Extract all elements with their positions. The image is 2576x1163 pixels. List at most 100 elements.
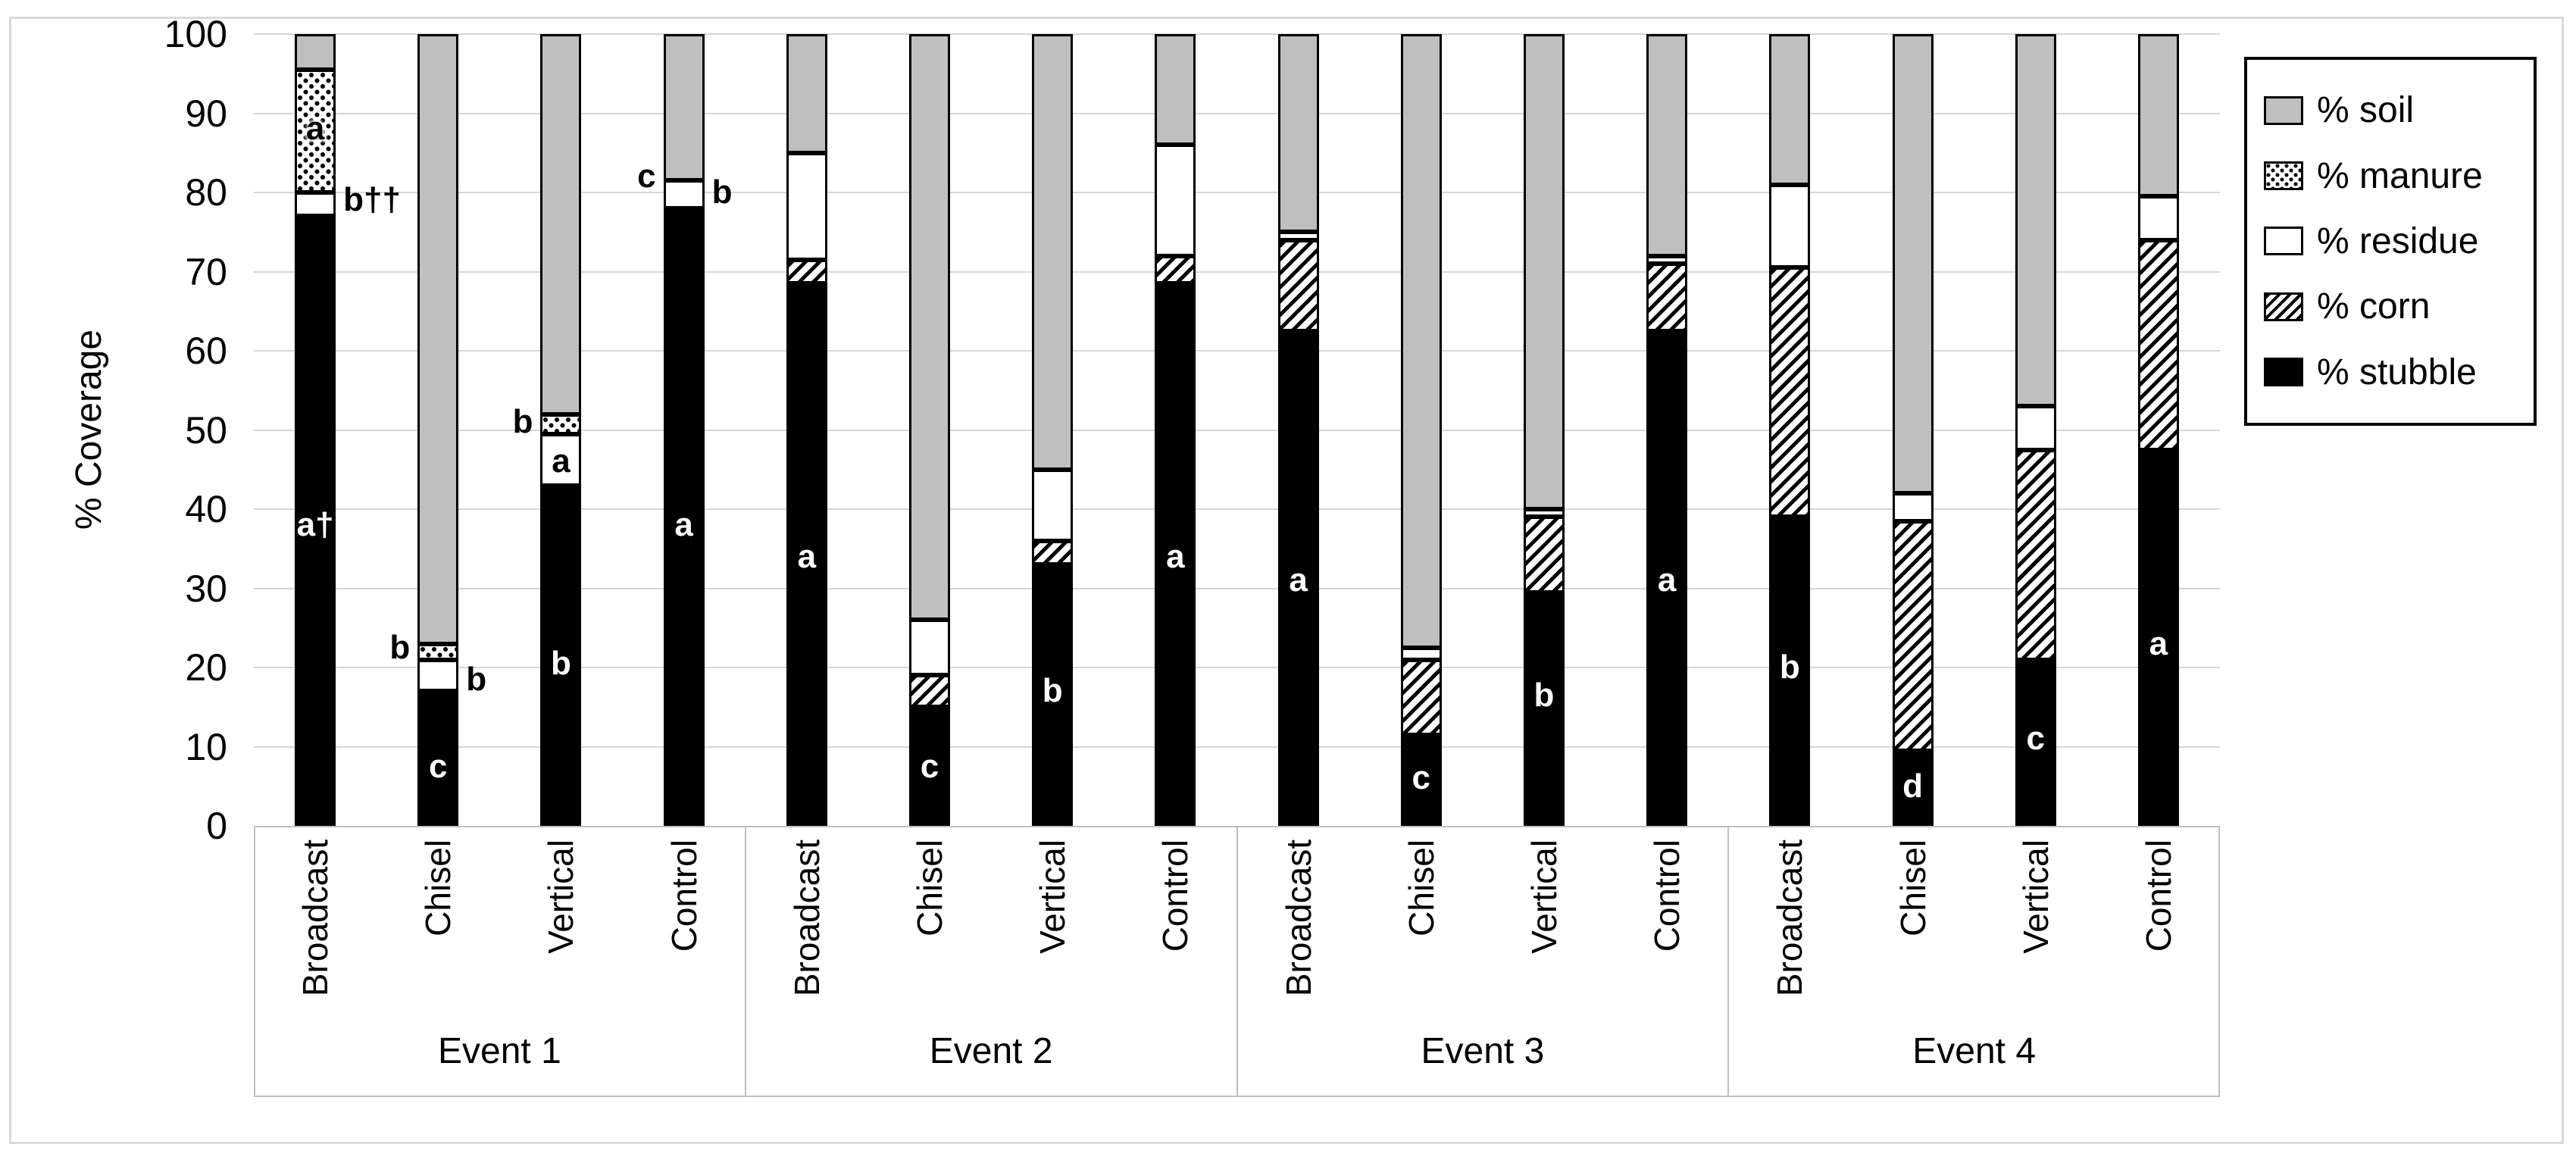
y-gridline (254, 746, 2220, 748)
y-gridline (254, 587, 2220, 589)
y-tick-label: 10 (185, 725, 227, 768)
bar-segment-corn (1155, 255, 1196, 284)
bar-segment-corn (1032, 540, 1074, 565)
legend-item-soil: % soil (2264, 89, 2523, 131)
y-tick-label: 30 (185, 567, 227, 610)
event-group-label: Event 2 (929, 1031, 1053, 1071)
bar-segment-stubble (417, 691, 459, 826)
category-label: Control (664, 839, 704, 952)
bar-segment-corn (2137, 239, 2179, 450)
y-gridline (254, 112, 2220, 114)
bar-segment-manure (540, 414, 582, 434)
bar-segment-soil (1400, 34, 1442, 648)
category-label: Chisel (1401, 839, 1441, 936)
bar-segment-stubble (295, 216, 336, 826)
stat-letter: a (674, 505, 693, 543)
y-gridline (254, 270, 2220, 273)
stat-letter: a (1657, 561, 1677, 599)
group-separator (1236, 826, 1238, 1097)
bar-segment-soil (909, 34, 951, 621)
legend-item-stubble: % stubble (2264, 352, 2523, 393)
stat-letter: c (920, 747, 939, 785)
stat-letter: b (711, 174, 733, 211)
category-label: Control (1155, 839, 1196, 952)
event-group-label: Event 4 (1912, 1031, 2037, 1071)
category-label: Vertical (541, 839, 581, 954)
bar-segment-residue (1523, 509, 1565, 517)
figure-border (9, 17, 2564, 1144)
group-separator (1727, 826, 1730, 1097)
stat-letter: c (2026, 720, 2045, 758)
bar-segment-soil (540, 34, 582, 414)
bar-segment-stubble (1769, 517, 1811, 826)
stat-letter: a† (296, 505, 334, 543)
y-tick-label: 40 (185, 488, 227, 530)
stat-letter: d (1902, 767, 1923, 805)
y-tick-label: 90 (185, 92, 227, 135)
bar-segment-residue (663, 180, 705, 208)
bar-segment-residue (2137, 196, 2179, 240)
bar-segment-soil (1892, 34, 1934, 494)
bar-segment-corn (786, 259, 827, 284)
category-label: Broadcast (1278, 839, 1318, 997)
event-group-label: Event 1 (437, 1031, 561, 1071)
legend-label-soil: % soil (2317, 90, 2415, 131)
stat-letter: b (1779, 649, 1800, 686)
legend-swatch-manure (2264, 161, 2303, 191)
bar-segment-stubble (2137, 449, 2179, 826)
legend-swatch-residue (2264, 227, 2303, 256)
stat-letter: c (1411, 759, 1431, 797)
bar-segment-soil (1277, 34, 1319, 233)
stat-letter: b (551, 644, 571, 682)
legend: % soil % manure % residue % corn % stubb… (2244, 57, 2537, 426)
category-label: Control (1647, 839, 1687, 952)
legend-item-manure: % manure (2264, 155, 2523, 197)
legend-swatch-stubble (2264, 358, 2303, 387)
y-tick-label: 80 (185, 171, 227, 214)
bar-segment-residue (540, 433, 582, 486)
bar-segment-residue (1155, 145, 1196, 256)
bar-segment-residue (1032, 469, 1074, 541)
y-tick-label: 0 (206, 805, 227, 847)
y-gridline (254, 508, 2220, 510)
legend-swatch-soil (2264, 95, 2303, 125)
bar-segment-soil (1646, 34, 1688, 256)
stat-letter: a (1166, 537, 1185, 575)
bar-segment-soil (295, 34, 336, 70)
bar-segment-corn (909, 675, 951, 708)
legend-swatch-corn (2264, 292, 2303, 321)
bar-segment-residue (2015, 406, 2056, 450)
category-label: Control (2138, 839, 2178, 952)
bar-segment-residue (909, 620, 951, 676)
stat-letter: a (1289, 561, 1308, 599)
bar-segment-soil (2137, 34, 2179, 197)
stat-letter: a (305, 110, 325, 148)
bar-segment-soil (2015, 34, 2056, 407)
stat-letter: b (1533, 676, 1555, 714)
stat-letter: c (637, 158, 656, 195)
y-tick-label: 20 (185, 646, 227, 689)
bar-segment-stubble (786, 283, 827, 826)
bar-segment-corn (2015, 449, 2056, 660)
category-label: Vertical (2015, 839, 2055, 954)
bar-segment-residue (1892, 493, 1934, 521)
bar-segment-stubble (909, 707, 951, 826)
stat-letter: b†† (343, 181, 401, 219)
y-gridline (254, 350, 2220, 352)
bar-segment-stubble (1523, 592, 1565, 826)
bar-segment-soil (1032, 34, 1074, 470)
bar-segment-stubble (1277, 330, 1319, 826)
stat-letter: a (552, 442, 571, 480)
stat-letter: a (797, 537, 817, 575)
bar-segment-residue (295, 192, 336, 217)
y-gridline (254, 33, 2220, 35)
bar-segment-soil (1769, 34, 1811, 185)
y-tick-label: 70 (185, 250, 227, 293)
bar-segment-residue (786, 152, 827, 260)
y-gridline (254, 429, 2220, 431)
group-separator (744, 826, 746, 1097)
bar-segment-stubble (1032, 564, 1074, 826)
bar-segment-residue (1277, 232, 1319, 240)
stat-letter: a (2149, 624, 2168, 662)
